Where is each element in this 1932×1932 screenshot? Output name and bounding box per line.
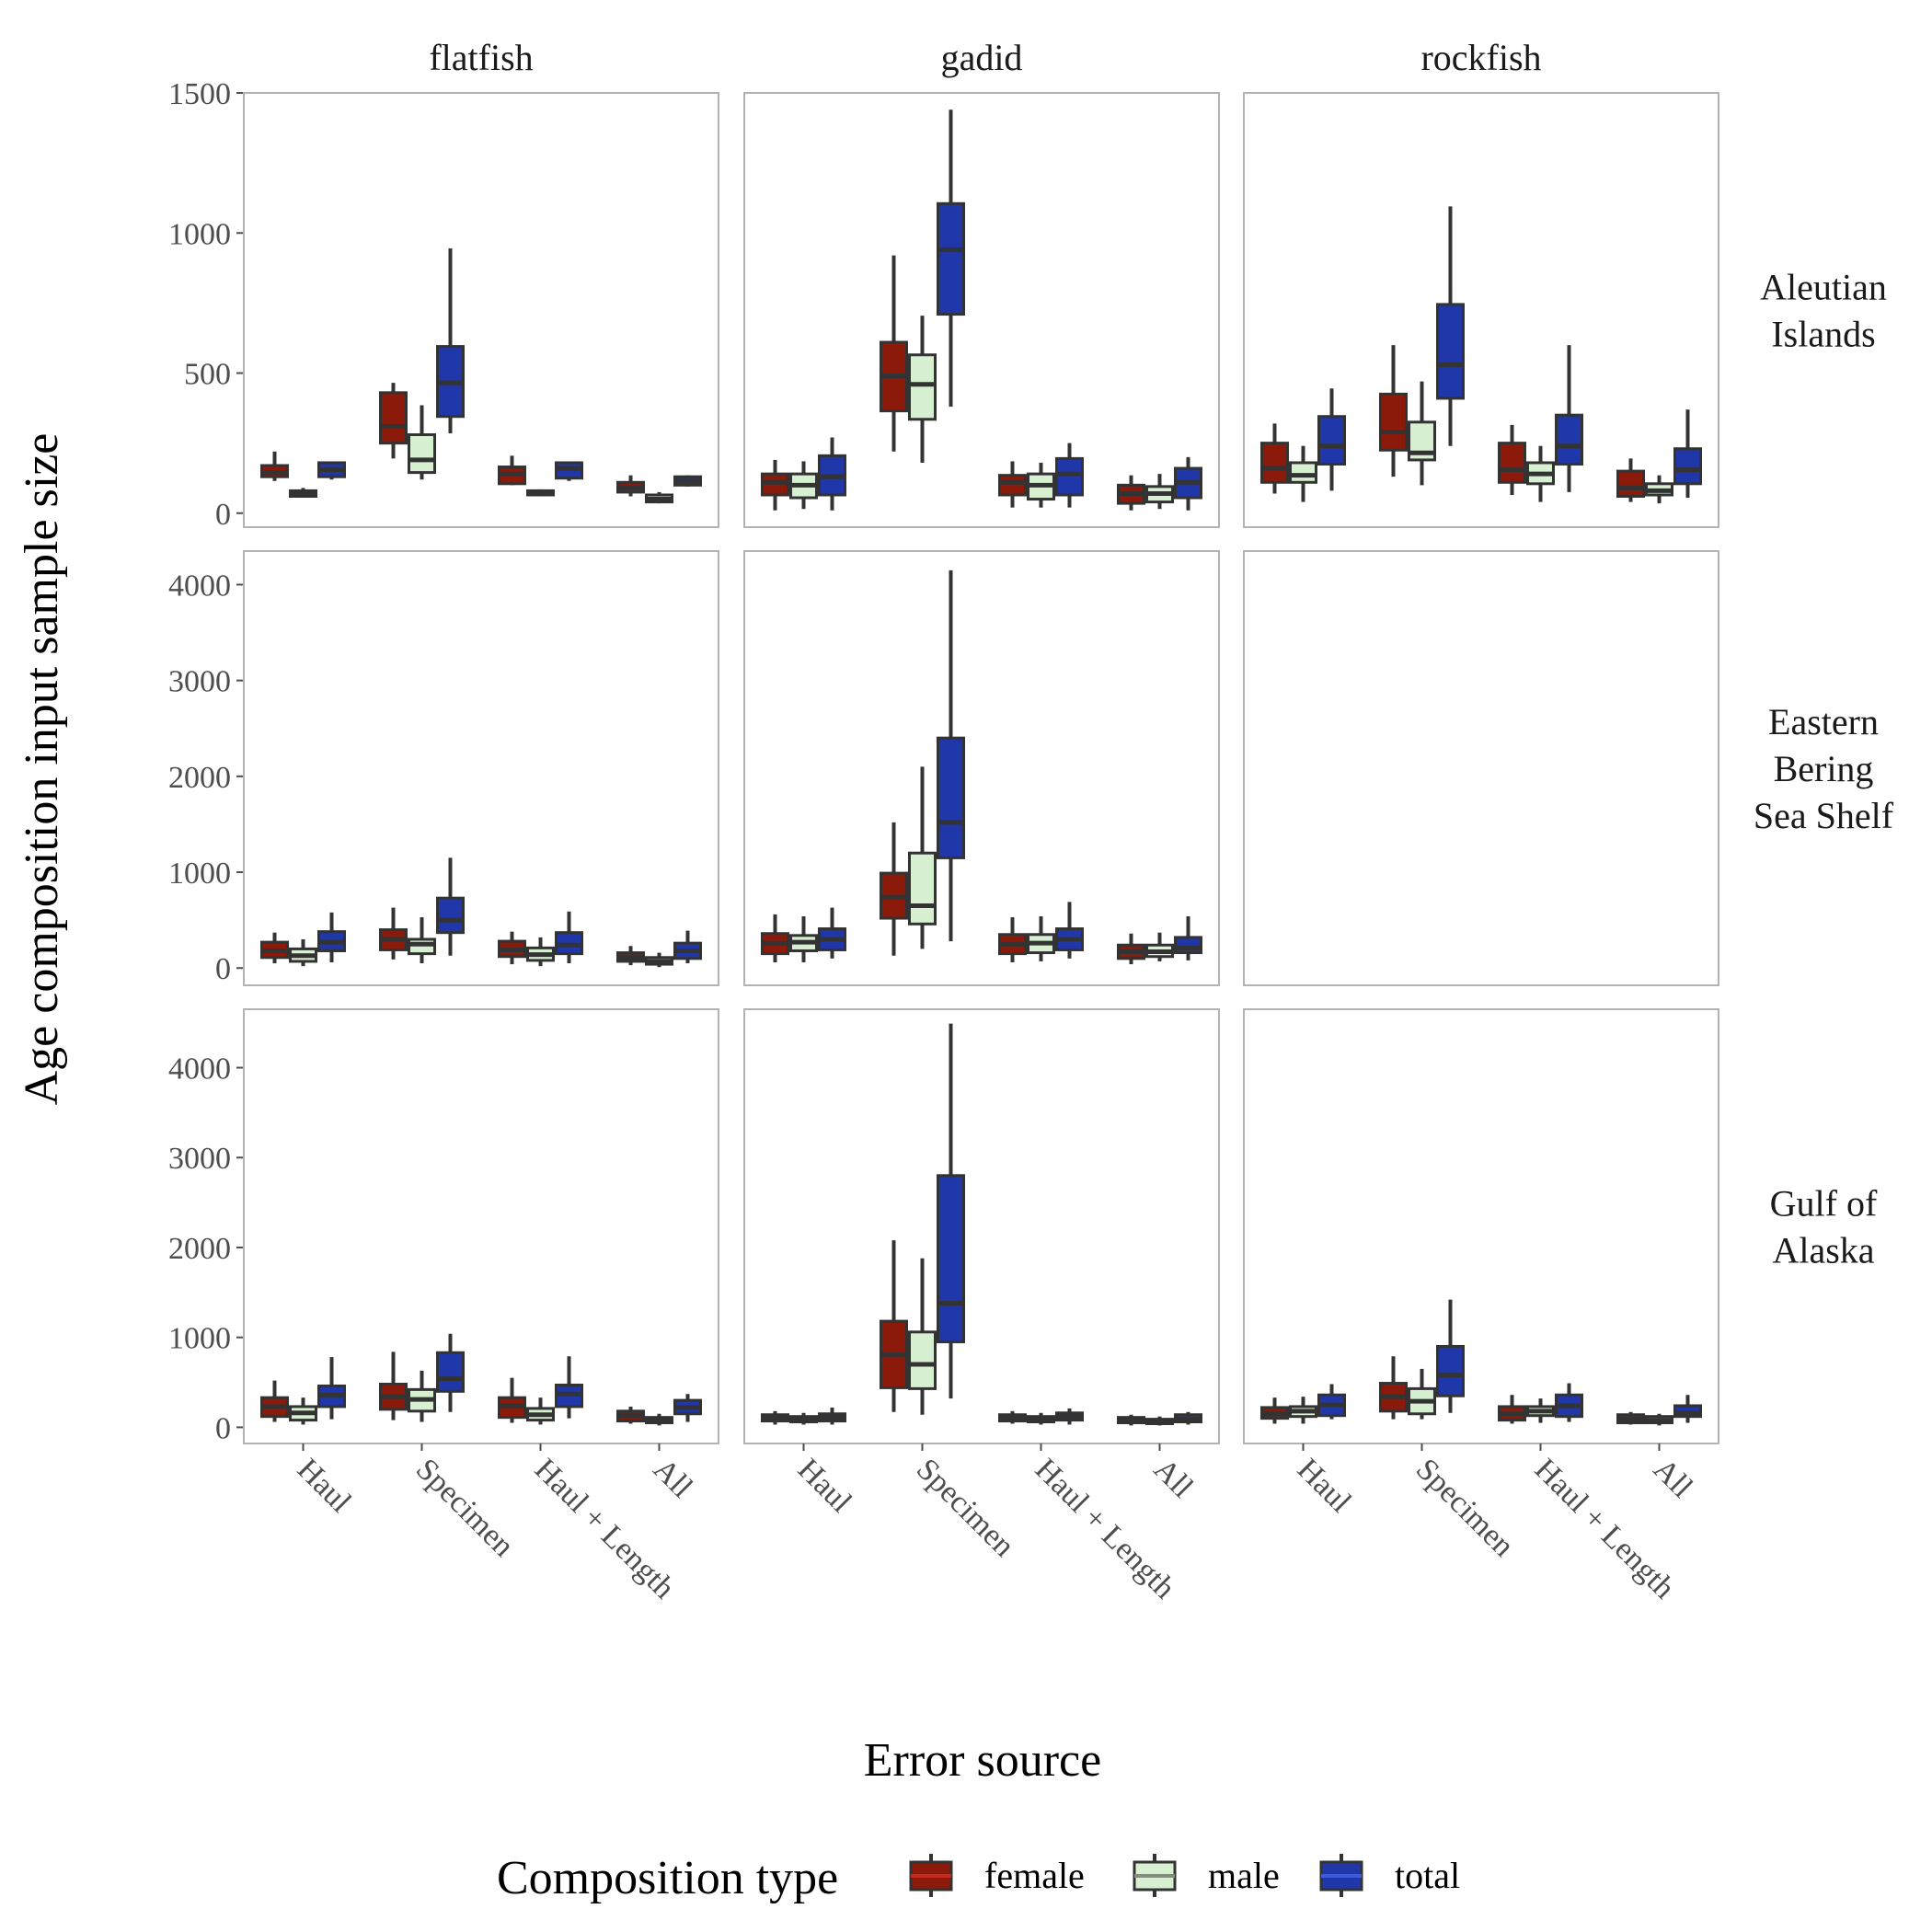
box-female — [1260, 442, 1289, 484]
box-total — [1436, 303, 1465, 400]
box-female — [379, 391, 408, 445]
legend-label-male: male — [1208, 1855, 1280, 1896]
strip-label-gadid: gadid — [941, 37, 1023, 78]
y-tick-label: 3000 — [168, 665, 231, 699]
legend-key-total: total — [1319, 1854, 1460, 1897]
box-total — [1317, 415, 1346, 466]
box-total — [1673, 447, 1702, 486]
panel-boxes — [260, 248, 702, 504]
panel-boxes — [260, 857, 702, 968]
legend-key-female: female — [909, 1854, 1085, 1897]
box-female — [998, 474, 1027, 497]
legend-label-total: total — [1395, 1855, 1460, 1896]
x-axis-title: Error source — [864, 1734, 1101, 1787]
y-tick-label: 2000 — [168, 1232, 231, 1266]
strip-label-aleutian-islands: Aleutian Islands — [1760, 267, 1887, 355]
box-total — [937, 201, 965, 316]
box-male — [408, 937, 436, 956]
x-tick-label: Haul — [1291, 1452, 1358, 1519]
y-tick-label: 0 — [215, 1411, 231, 1445]
panel-frame — [243, 92, 719, 528]
strip-label-gulf-of-alaska: Gulf of Alaska — [1770, 1183, 1878, 1271]
x-tick-label: Haul — [291, 1452, 358, 1519]
box-female — [1498, 442, 1526, 484]
box-total — [436, 1351, 465, 1393]
y-tick-label: 1000 — [168, 857, 231, 891]
panel-frame — [743, 550, 1220, 986]
y-tick-label: 0 — [215, 498, 231, 532]
box-total — [1436, 1344, 1465, 1397]
panel-frame — [243, 1008, 719, 1444]
box-male — [408, 433, 436, 475]
strip-label-rockfish: rockfish — [1420, 37, 1541, 78]
box-total — [1174, 936, 1202, 955]
facet-panels: 0 500 1000 1500 0 1000 2000 3000 4000 0 1000 2000 30… — [168, 77, 1719, 1445]
panel-frame — [1243, 550, 1719, 986]
box-male — [908, 851, 937, 926]
box-male — [908, 1330, 937, 1390]
box-total — [937, 1174, 965, 1344]
box-male — [908, 353, 937, 421]
strip-label-eastern-bering-sea-shelf: Eastern Bering Sea Shelf — [1754, 701, 1894, 836]
panel-frame — [1243, 1008, 1719, 1444]
box-total — [937, 736, 965, 859]
x-tick-label: All — [1147, 1452, 1200, 1504]
legend-key-male: male — [1133, 1854, 1280, 1897]
box-total — [436, 896, 465, 935]
x-tick-label: Specimen — [1409, 1452, 1521, 1563]
legend: Composition type female male total — [497, 1852, 1460, 1904]
panel-boxes — [1260, 206, 1702, 504]
legend-keys: female male total — [909, 1854, 1460, 1897]
box-total — [1555, 413, 1583, 466]
x-tick-label: Specimen — [910, 1452, 1021, 1563]
x-tick-label: Specimen — [409, 1452, 521, 1563]
panel-boxes — [761, 1023, 1202, 1426]
y-tick-label: 1000 — [168, 1322, 231, 1356]
box-male — [1289, 461, 1317, 484]
y-tick-label: 2000 — [168, 761, 231, 795]
y-tick-label: 4000 — [168, 1052, 231, 1087]
y-tick-label: 0 — [215, 952, 231, 986]
x-tick-label: All — [1647, 1452, 1699, 1504]
panel-boxes — [761, 109, 1202, 511]
panel-frame — [743, 92, 1220, 528]
y-axis-title: Age composition input sample size — [16, 433, 68, 1106]
y-tick-label: 500 — [184, 358, 231, 392]
panel-frame — [243, 550, 719, 986]
y-tick-label: 1000 — [168, 217, 231, 251]
x-tick-label: Haul — [791, 1452, 858, 1519]
box-female — [1379, 392, 1408, 452]
strip-label-flatfish: flatfish — [429, 37, 533, 78]
legend-label-female: female — [984, 1855, 1085, 1896]
panel-boxes — [1260, 1299, 1702, 1426]
y-tick-label: 4000 — [168, 569, 231, 603]
panel-boxes — [761, 569, 1202, 965]
box-female — [1616, 469, 1645, 499]
legend-title: Composition type — [497, 1852, 838, 1904]
x-tick-label: All — [647, 1452, 699, 1504]
y-tick-label: 3000 — [168, 1142, 231, 1176]
panel-frame — [743, 1008, 1220, 1444]
box-total — [1055, 456, 1084, 497]
y-tick-label: 1500 — [168, 77, 231, 111]
panel-boxes — [260, 1333, 702, 1426]
facet-strips: flatfish gadid rockfish Aleutian Islands East… — [429, 37, 1893, 1271]
